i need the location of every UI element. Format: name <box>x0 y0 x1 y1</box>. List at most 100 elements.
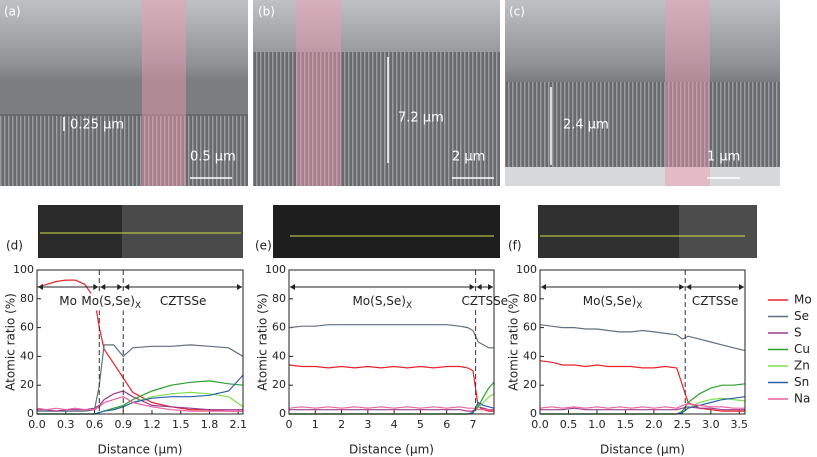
thickness-label: 0.25 µm <box>70 118 124 133</box>
data-line <box>539 403 745 409</box>
y-tick-label: 0 <box>530 407 537 420</box>
plot-frame <box>288 269 495 415</box>
x-tick-label: 2.0 <box>645 418 663 431</box>
x-tick-label: 6 <box>443 418 450 431</box>
data-line <box>36 396 243 412</box>
x-tick-label: 3.0 <box>702 418 720 431</box>
x-axis-title: Distance (µm) <box>600 443 685 457</box>
y-tick-label: 60 <box>20 321 34 334</box>
y-tick-label: 100 <box>516 263 537 276</box>
panel-label: (b) <box>258 5 275 19</box>
region-label-text: Mo(S,Se) <box>583 294 637 308</box>
region-label-subscript: X <box>636 301 642 311</box>
x-tick-label: 0.3 <box>57 418 75 431</box>
y-tick-label: 20 <box>523 378 537 391</box>
region-label: Mo(S,Se)X <box>81 294 141 311</box>
region-label-bg <box>460 293 510 308</box>
data-line <box>288 364 494 412</box>
x-tick-label: 2.5 <box>674 418 692 431</box>
x-tick-label: 1.8 <box>201 418 219 431</box>
data-line <box>539 324 746 352</box>
x-tick-label: 0.0 <box>28 418 46 431</box>
eds-image-d: (d) <box>6 205 243 258</box>
x-tick-label: 0.0 <box>531 418 549 431</box>
region-label-bg <box>351 293 414 311</box>
arrow-head <box>100 284 123 290</box>
scale-label: 1 µm <box>707 150 740 165</box>
data-line <box>539 360 745 412</box>
x-tick-label: 2.1 <box>229 418 247 431</box>
scale-label: 2 µm <box>452 150 485 165</box>
data-line <box>288 324 494 349</box>
y-tick-label: 60 <box>523 321 537 334</box>
x-tick-label: 5 <box>417 418 424 431</box>
x-tick-label: 1.5 <box>617 418 635 431</box>
x-tick-label: 0.9 <box>114 418 132 431</box>
y-tick-label: 0 <box>27 407 34 420</box>
region-label-bg <box>80 293 143 311</box>
region-label: CZTSSe <box>462 294 509 308</box>
x-axis-title: Distance (µm) <box>349 443 434 457</box>
region-label-text: Mo(S,Se) <box>352 294 406 308</box>
region-label-subscript: X <box>406 301 412 311</box>
sem-image-c: (c) 2.4 µm 1 µm <box>505 0 780 186</box>
x-tick-label: 1.0 <box>588 418 606 431</box>
x-tick-label: 2 <box>338 418 345 431</box>
x-tick-label: 1 <box>312 418 319 431</box>
panel-label: (c) <box>509 5 525 19</box>
y-tick-label: 40 <box>20 349 34 362</box>
x-tick-label: 0.5 <box>560 418 578 431</box>
data-line <box>37 344 244 412</box>
scale-label: 0.5 µm <box>190 150 236 165</box>
arrow-head <box>476 284 493 290</box>
legend-label: Zn <box>794 359 810 373</box>
region-label-bg <box>158 293 208 308</box>
y-tick-label: 100 <box>13 263 34 276</box>
region-label: CZTSSe <box>160 294 207 308</box>
panel-label: (a) <box>4 5 21 19</box>
data-line <box>540 406 745 411</box>
y-tick-label: 80 <box>272 292 286 305</box>
y-tick-label: 0 <box>279 407 286 420</box>
panel-label: (f) <box>508 239 522 253</box>
data-line <box>288 406 494 411</box>
region-label-bg <box>581 293 644 311</box>
data-line <box>289 393 495 415</box>
x-tick-label: 3.5 <box>731 418 749 431</box>
legend-label: Na <box>794 392 810 406</box>
region-label-text: CZTSSe <box>692 294 739 308</box>
region-label-text: Mo <box>59 294 77 308</box>
region-label-bg <box>58 293 78 308</box>
y-tick-label: 80 <box>20 292 34 305</box>
y-tick-label: 40 <box>523 349 537 362</box>
x-tick-label: 3 <box>364 418 371 431</box>
x-tick-label: 1.5 <box>172 418 190 431</box>
legend-label: Se <box>794 309 809 323</box>
plot-frame <box>539 269 746 415</box>
region-label-text: CZTSSe <box>462 294 509 308</box>
y-axis-title: Atomic ratio (%) <box>507 293 521 391</box>
legend-label: Sn <box>794 375 809 389</box>
x-tick-label: 0.6 <box>86 418 104 431</box>
y-tick-label: 100 <box>265 263 286 276</box>
legend-label: Cu <box>794 342 810 356</box>
x-tick-label: 1.2 <box>143 418 161 431</box>
thickness-label: 7.2 µm <box>398 111 444 126</box>
region-label-bg <box>690 293 740 308</box>
eds-image-f: (f) <box>508 205 757 258</box>
y-axis-title: Atomic ratio (%) <box>4 293 18 391</box>
y-tick-label: 80 <box>523 292 537 305</box>
y-tick-label: 60 <box>272 321 286 334</box>
eds-image-e: (e) <box>255 205 500 258</box>
panel-label: (d) <box>6 239 23 253</box>
x-tick-label: 7 <box>469 418 476 431</box>
y-tick-label: 20 <box>20 378 34 391</box>
y-axis-title: Atomic ratio (%) <box>256 293 270 391</box>
y-tick-label: 20 <box>272 378 286 391</box>
thickness-label: 2.4 µm <box>563 118 609 133</box>
panel-label: (e) <box>255 239 272 253</box>
region-label: CZTSSe <box>692 294 739 308</box>
region-label-text: Mo(S,Se) <box>81 294 135 308</box>
region-label: Mo(S,Se)X <box>583 294 643 311</box>
